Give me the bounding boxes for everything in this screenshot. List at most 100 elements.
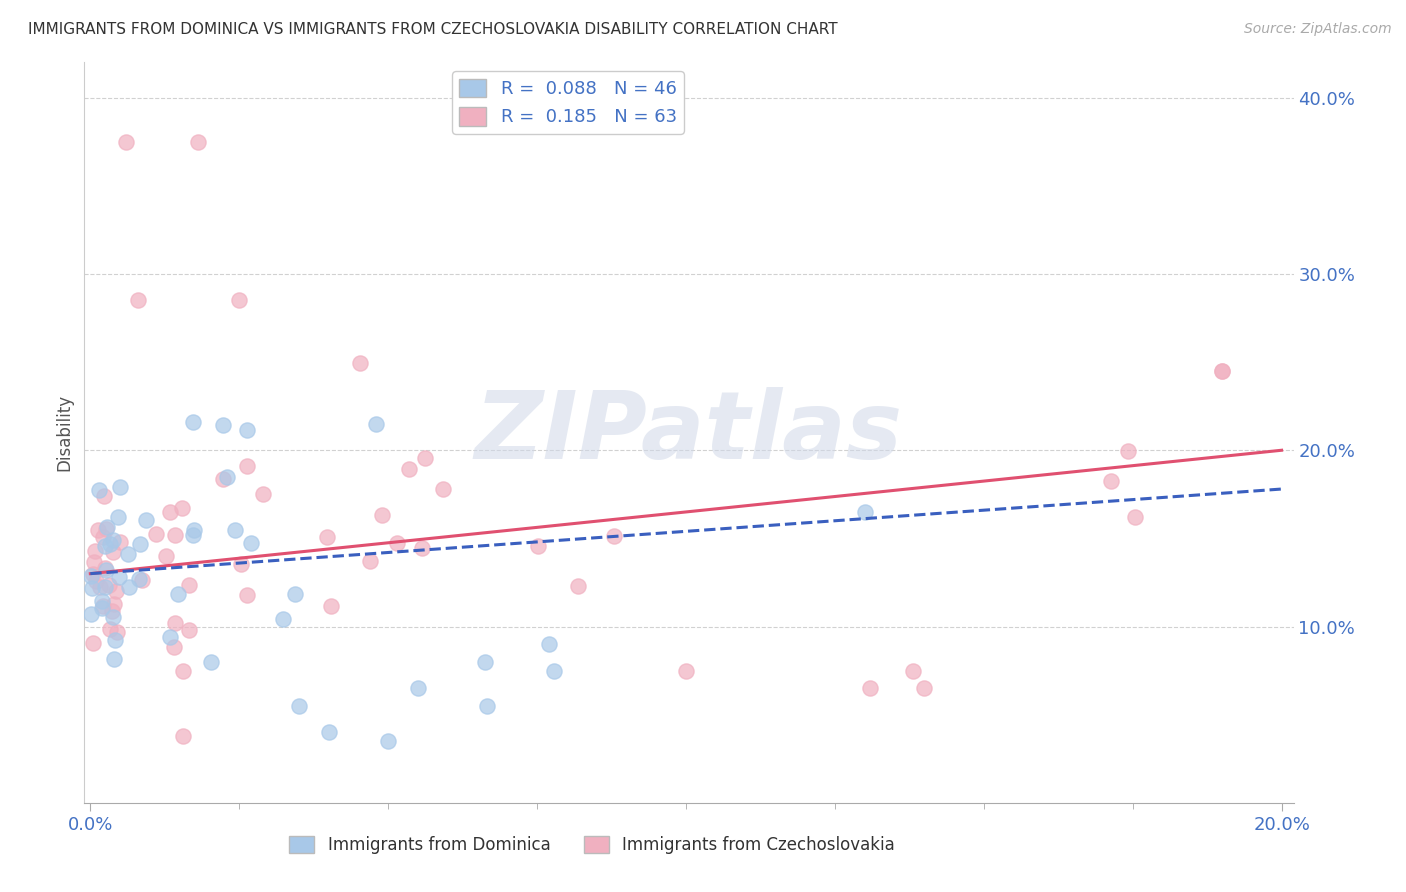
Point xyxy=(84,544,107,558)
Point xyxy=(107,510,129,524)
Point xyxy=(166,586,188,600)
Point xyxy=(179,624,201,638)
Point xyxy=(236,458,259,473)
Text: IMMIGRANTS FROM DOMINICA VS IMMIGRANTS FROM CZECHOSLOVAKIA DISABILITY CORRELATIO: IMMIGRANTS FROM DOMINICA VS IMMIGRANTS F… xyxy=(28,22,838,37)
Point xyxy=(411,541,433,555)
Point xyxy=(377,734,399,748)
Point xyxy=(94,539,117,553)
Point xyxy=(406,681,429,696)
Point xyxy=(1099,475,1122,489)
Point xyxy=(115,135,138,149)
Point xyxy=(235,588,257,602)
Point xyxy=(284,587,307,601)
Point xyxy=(181,528,204,542)
Point xyxy=(912,681,935,696)
Point xyxy=(80,568,103,582)
Point xyxy=(170,500,193,515)
Point xyxy=(181,415,204,429)
Point xyxy=(603,529,626,543)
Point xyxy=(1211,364,1233,378)
Point xyxy=(94,522,117,536)
Point xyxy=(359,554,381,568)
Text: Source: ZipAtlas.com: Source: ZipAtlas.com xyxy=(1244,22,1392,37)
Point xyxy=(127,293,149,308)
Point xyxy=(98,622,121,636)
Point xyxy=(385,536,408,550)
Legend: Immigrants from Dominica, Immigrants from Czechoslovakia: Immigrants from Dominica, Immigrants fro… xyxy=(283,830,901,861)
Point xyxy=(84,574,107,588)
Point xyxy=(474,655,496,669)
Point xyxy=(117,547,139,561)
Point xyxy=(475,698,498,713)
Point xyxy=(159,505,181,519)
Point xyxy=(108,570,131,584)
Point xyxy=(318,725,340,739)
Point xyxy=(224,524,246,538)
Point xyxy=(104,584,127,599)
Point xyxy=(101,603,124,617)
Y-axis label: Disability: Disability xyxy=(55,394,73,471)
Point xyxy=(163,527,186,541)
Point xyxy=(432,482,454,496)
Point xyxy=(853,505,876,519)
Point xyxy=(212,472,235,486)
Point xyxy=(103,610,125,624)
Point xyxy=(316,531,339,545)
Point xyxy=(104,632,127,647)
Text: ZIPatlas: ZIPatlas xyxy=(475,386,903,479)
Point xyxy=(96,520,118,534)
Point xyxy=(90,594,112,608)
Point xyxy=(131,574,153,588)
Point xyxy=(108,535,131,549)
Point xyxy=(159,630,181,644)
Point xyxy=(212,417,235,432)
Point xyxy=(108,480,131,494)
Point xyxy=(371,508,394,522)
Point xyxy=(172,730,194,744)
Point xyxy=(215,470,238,484)
Point xyxy=(240,535,263,549)
Point xyxy=(82,566,104,581)
Point xyxy=(163,640,186,655)
Point xyxy=(172,665,194,679)
Point xyxy=(79,607,101,622)
Point xyxy=(145,526,167,541)
Point xyxy=(82,636,104,650)
Point xyxy=(527,539,550,553)
Point xyxy=(101,533,124,548)
Point xyxy=(366,417,388,431)
Point xyxy=(183,523,205,537)
Point xyxy=(186,135,208,149)
Point xyxy=(349,355,371,369)
Point xyxy=(567,579,589,593)
Point xyxy=(105,624,128,639)
Point xyxy=(89,580,111,594)
Point xyxy=(543,664,565,678)
Point xyxy=(103,597,125,611)
Point xyxy=(94,561,117,575)
Point xyxy=(1211,364,1233,378)
Point xyxy=(179,578,201,592)
Point xyxy=(675,664,697,678)
Point xyxy=(236,423,259,437)
Point xyxy=(1116,443,1139,458)
Point xyxy=(117,580,139,594)
Point xyxy=(859,681,882,696)
Point xyxy=(87,523,110,537)
Point xyxy=(89,483,111,497)
Point xyxy=(83,555,105,569)
Point xyxy=(80,581,103,595)
Point xyxy=(135,513,157,527)
Point xyxy=(155,549,177,563)
Point xyxy=(228,293,250,308)
Point xyxy=(200,655,222,669)
Point xyxy=(128,572,150,586)
Point xyxy=(103,652,125,666)
Point xyxy=(1123,510,1146,524)
Point xyxy=(91,599,114,613)
Point xyxy=(97,578,120,592)
Point xyxy=(94,563,117,577)
Point xyxy=(271,612,294,626)
Point xyxy=(94,580,117,594)
Point xyxy=(91,600,114,615)
